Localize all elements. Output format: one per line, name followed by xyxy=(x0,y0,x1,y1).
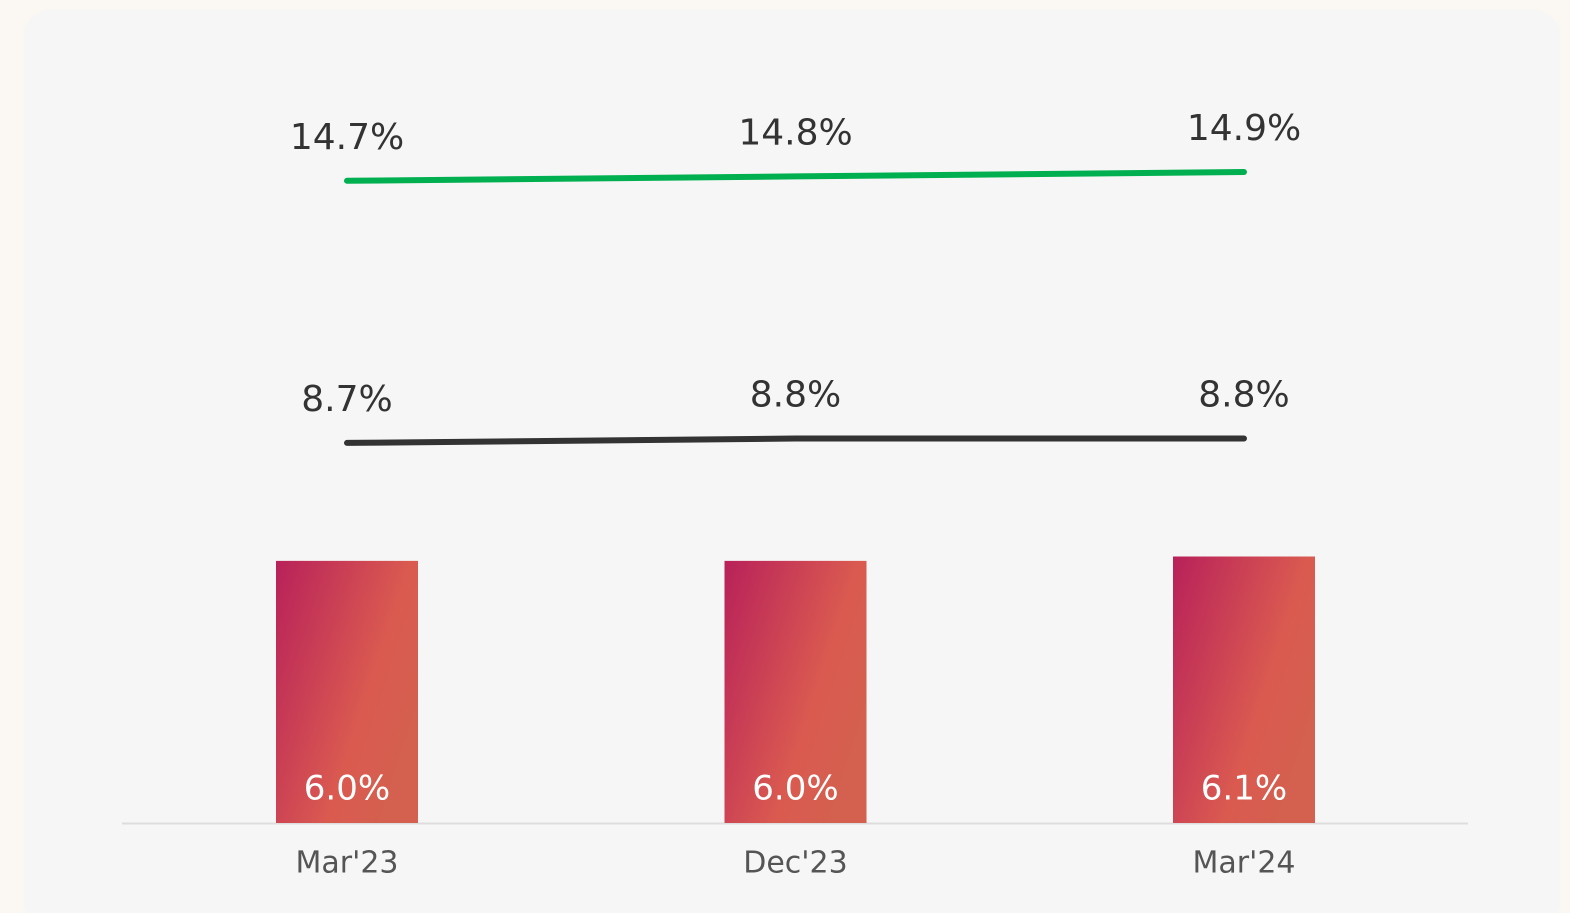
line-label: 14.8% xyxy=(738,112,852,153)
bar xyxy=(276,560,418,823)
x-tick-label: Mar'23 xyxy=(295,846,398,881)
bar-label: 6.0% xyxy=(752,769,838,809)
x-tick-label: Dec'23 xyxy=(743,846,847,881)
line-label: 14.9% xyxy=(1187,108,1301,149)
line-label: 14.7% xyxy=(290,117,404,158)
line xyxy=(344,435,1247,446)
bar-label: 6.0% xyxy=(304,769,390,809)
line-label: 8.8% xyxy=(750,375,841,416)
bar xyxy=(1173,556,1315,823)
bar xyxy=(724,560,867,823)
line-label: 8.8% xyxy=(1198,375,1289,416)
x-tick-label: Mar'24 xyxy=(1192,846,1295,881)
line xyxy=(344,169,1247,184)
line-label: 8.7% xyxy=(301,379,392,420)
bar-label: 6.1% xyxy=(1201,769,1287,809)
